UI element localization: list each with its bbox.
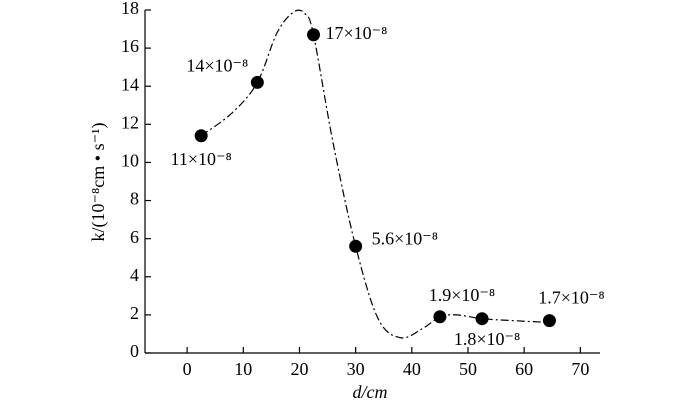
- data-point: [433, 310, 447, 324]
- data-point: [250, 75, 264, 89]
- x-tick-label: 50: [459, 359, 477, 379]
- data-label: 1.8×10⁻⁸: [454, 329, 520, 349]
- fit-curve: [200, 9, 550, 339]
- x-tick-label: 60: [515, 359, 533, 379]
- data-point: [194, 129, 208, 143]
- y-tick-label: 6: [130, 227, 139, 247]
- data-label: 1.9×10⁻⁸: [429, 285, 495, 305]
- y-tick-label: 8: [130, 189, 139, 209]
- y-tick-label: 0: [130, 341, 139, 361]
- data-label: 17×10⁻⁸: [326, 23, 388, 43]
- x-tick-label: 30: [347, 359, 365, 379]
- y-tick-label: 16: [121, 36, 139, 56]
- data-point: [307, 28, 321, 42]
- y-tick-label: 12: [121, 112, 139, 132]
- x-tick-label: 20: [290, 359, 308, 379]
- x-axis-label: d/cm: [353, 382, 388, 402]
- x-tick-label: 10: [234, 359, 252, 379]
- y-tick-label: 2: [130, 303, 139, 323]
- y-tick-label: 14: [121, 74, 139, 94]
- data-point: [349, 239, 363, 253]
- y-tick-label: 4: [130, 265, 139, 285]
- data-point: [475, 312, 489, 326]
- data-label: 5.6×10⁻⁸: [372, 228, 438, 248]
- y-tick-label: 18: [121, 0, 139, 18]
- data-label: 11×10⁻⁸: [171, 149, 232, 169]
- x-tick-label: 40: [403, 359, 421, 379]
- data-label: 1.7×10⁻⁸: [538, 288, 604, 308]
- x-tick-label: 70: [571, 359, 589, 379]
- y-axis-label: k/(10⁻⁸cm • s⁻¹): [88, 123, 109, 242]
- data-label: 14×10⁻⁸: [186, 56, 248, 76]
- y-tick-label: 10: [121, 151, 139, 171]
- data-point: [542, 314, 556, 328]
- x-tick-label: 0: [183, 359, 192, 379]
